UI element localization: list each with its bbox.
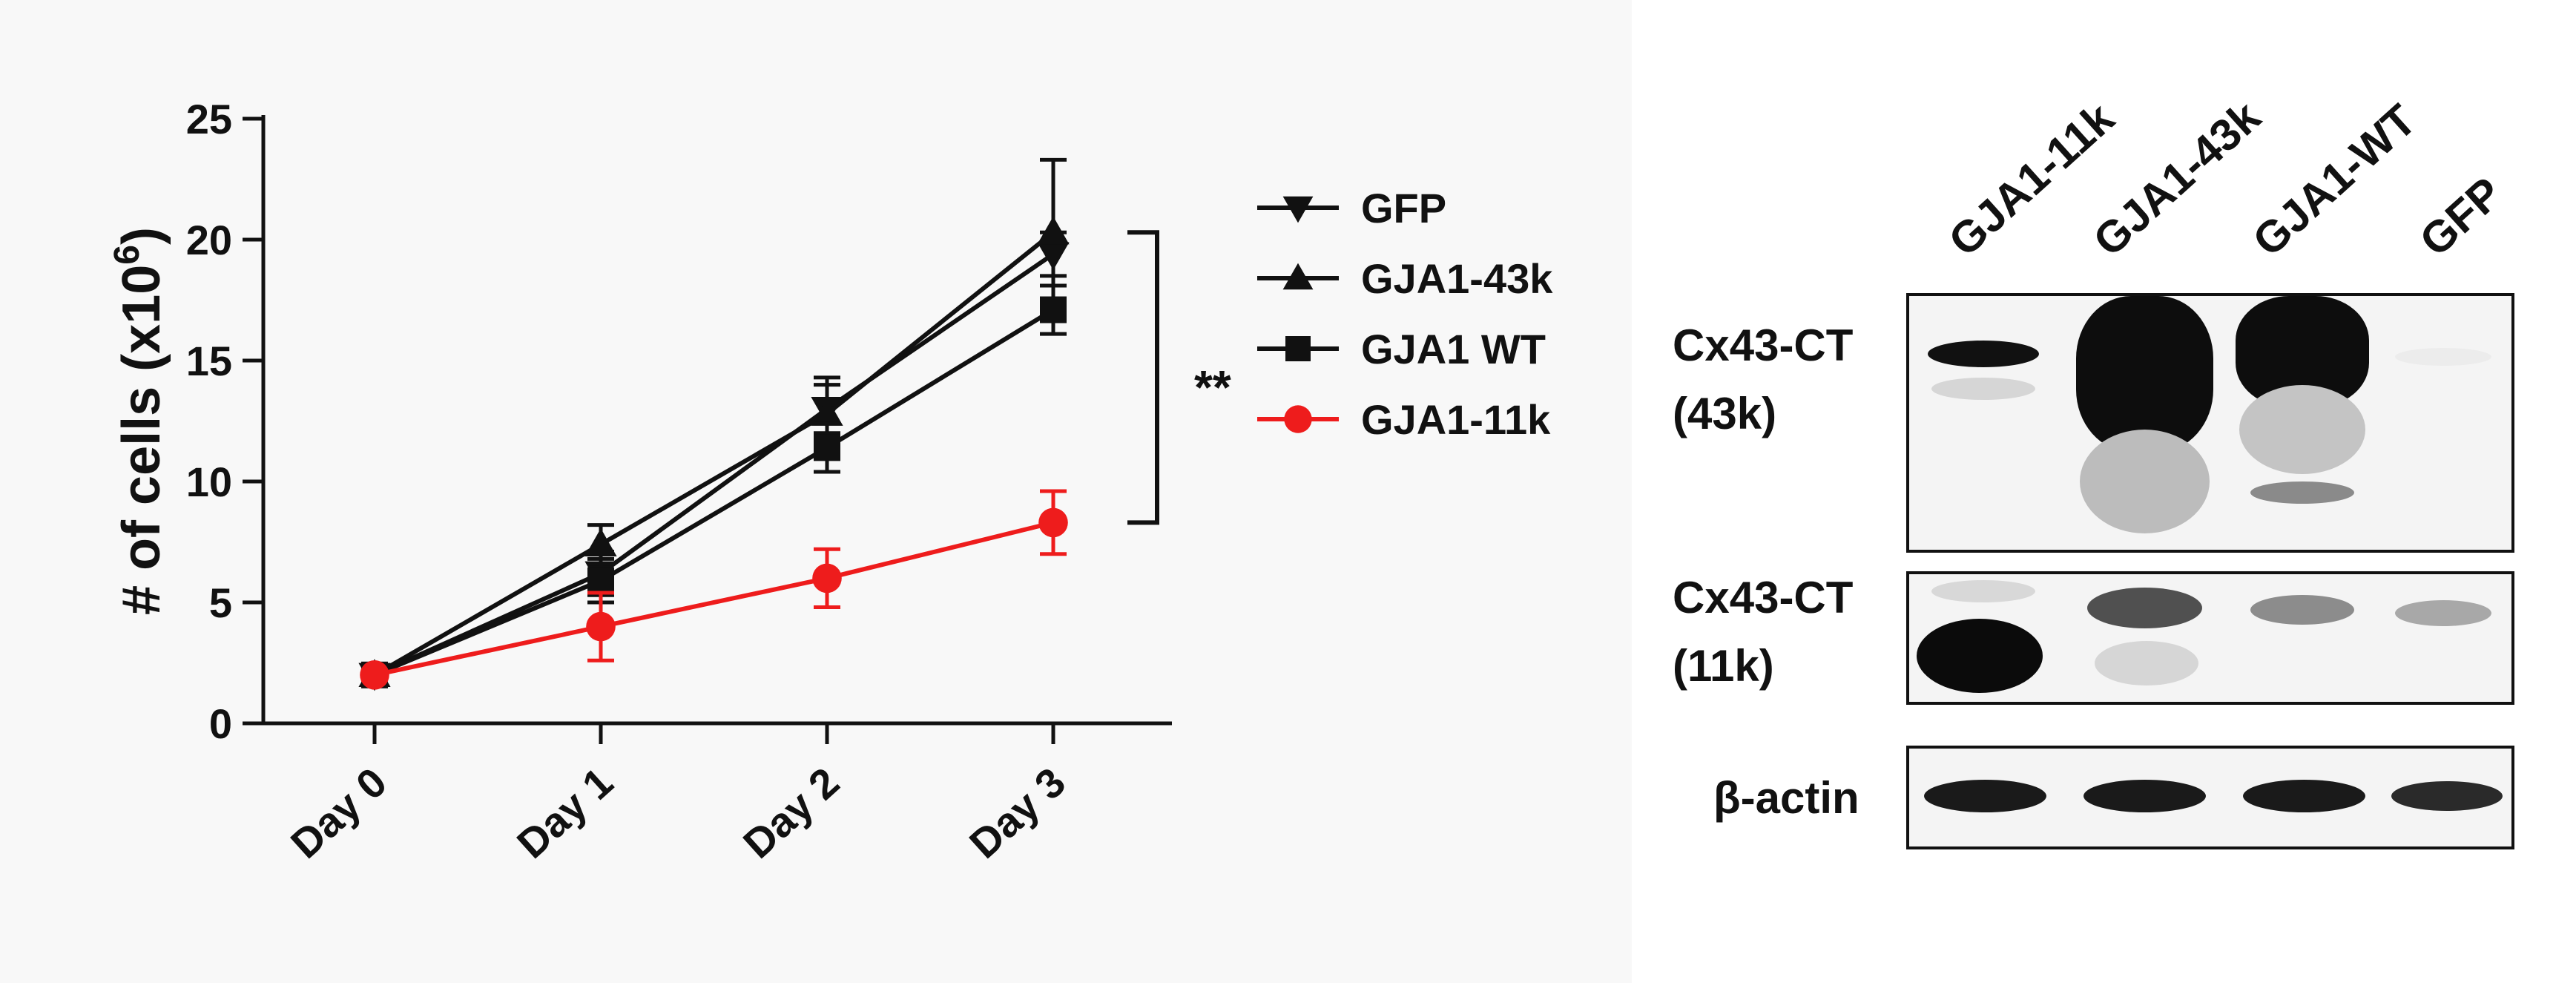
y-tick-label: 20 xyxy=(186,217,232,263)
data-point xyxy=(584,528,617,556)
data-point xyxy=(1038,507,1068,538)
y-tick-label: 25 xyxy=(186,96,232,142)
series-line-gja1-11k xyxy=(374,520,1054,677)
y-tick-label: 10 xyxy=(186,458,232,505)
band xyxy=(2391,781,2503,811)
band xyxy=(1917,619,2043,693)
series-line-gja1-43k xyxy=(373,230,1055,677)
row-label-line: (43k) xyxy=(1673,389,1777,438)
data-point xyxy=(811,398,843,426)
legend-marker xyxy=(1284,405,1312,433)
legend-label: GFP xyxy=(1361,185,1446,231)
y-axis-title: # of cells (x106) xyxy=(108,227,171,615)
band xyxy=(2076,296,2213,452)
legend-label: GJA1-11k xyxy=(1361,396,1551,443)
row-label-line: Cx43-CT xyxy=(1673,320,1854,370)
growth-line-chart: 0 5 10 15 20 25 Day 0 Day 1 Day 2 Day 3 # of cells… xyxy=(108,96,1553,867)
legend-label: GJA1-43k xyxy=(1361,255,1553,302)
legend-label: GJA1 WT xyxy=(1361,326,1546,372)
band xyxy=(2250,595,2354,625)
significance-annotation: ** xyxy=(1194,361,1231,414)
band xyxy=(1931,378,2035,400)
row-label-cx43-11k: Cx43-CT (11k) xyxy=(1673,564,1853,700)
data-point xyxy=(587,567,614,594)
significance-bracket xyxy=(1127,230,1159,525)
series-line-gja1-wt xyxy=(373,307,1055,677)
x-tick-label: Day 0 xyxy=(282,758,395,867)
western-blot-panel: GJA1-11k GJA1-43k GJA1-WT GFP Cx43-CT (4… xyxy=(1632,0,2576,983)
band xyxy=(2243,780,2365,812)
band xyxy=(2083,780,2206,812)
x-tick-label: Day 2 xyxy=(734,758,848,867)
series-line-gfp xyxy=(373,252,1055,677)
band xyxy=(2239,385,2365,474)
band xyxy=(2095,641,2198,686)
blot-image-beta-actin xyxy=(1906,746,2514,849)
x-tick-label: Day 3 xyxy=(961,758,1074,867)
y-tick-label: 0 xyxy=(209,700,232,747)
legend-marker xyxy=(1285,336,1311,361)
legend-marker xyxy=(1282,196,1314,223)
x-tick-label: Day 1 xyxy=(508,758,622,867)
band xyxy=(2080,430,2210,533)
row-label-cx43-43k: Cx43-CT (43k) xyxy=(1673,312,1853,448)
growth-chart-panel: 0 5 10 15 20 25 Day 0 Day 1 Day 2 Day 3 # of cells… xyxy=(108,96,1554,867)
y-tick-label: 15 xyxy=(186,338,232,384)
data-point xyxy=(812,563,842,594)
data-point xyxy=(814,434,840,461)
band xyxy=(1928,341,2039,367)
lane-label-gja1-wt: GJA1-WT xyxy=(2243,94,2425,266)
data-point xyxy=(360,660,389,690)
blot-image-cx43-43k xyxy=(1906,293,2514,553)
band xyxy=(2250,481,2354,504)
band xyxy=(2087,588,2202,628)
legend-marker xyxy=(1282,263,1314,290)
band xyxy=(2395,348,2491,366)
row-label-beta-actin: β-actin xyxy=(1713,764,1859,832)
row-label-line: (11k) xyxy=(1673,641,1774,691)
row-label-line: β-actin xyxy=(1713,773,1859,823)
data-point xyxy=(1037,216,1070,245)
band xyxy=(2395,600,2491,626)
data-point xyxy=(1040,296,1067,323)
row-label-line: Cx43-CT xyxy=(1673,573,1854,622)
band xyxy=(1931,580,2035,602)
blot-image-cx43-11k xyxy=(1906,571,2514,705)
data-point xyxy=(586,611,616,642)
y-tick-label: 5 xyxy=(209,579,232,626)
band xyxy=(1924,780,2046,812)
lane-label-gfp: GFP xyxy=(2410,167,2511,266)
